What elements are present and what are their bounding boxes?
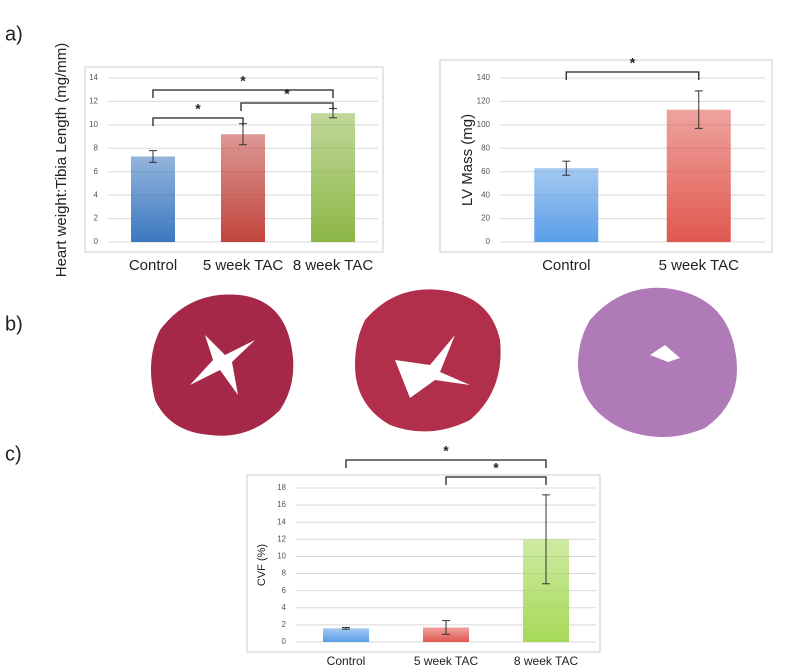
y-tick-label: 0 <box>282 637 287 646</box>
histology-lumen <box>395 335 470 398</box>
y-tick-label: 12 <box>89 97 98 106</box>
y-tick-label: 18 <box>277 483 286 492</box>
y-tick-label: 80 <box>481 143 490 152</box>
significance-label: * <box>284 86 290 102</box>
x-tick-label: 5 week TAC <box>414 654 479 668</box>
error-bar <box>342 626 350 630</box>
chart: 0 20 40 60 80 100 120 140 LV Mass (mg) Control 5 w… <box>439 55 773 274</box>
chart: 0 2 4 6 8 10 12 14 Heart weight:Tibia Length (mg… <box>53 43 384 278</box>
y-axis-label: LV Mass (mg) <box>459 114 476 206</box>
y-tick-label: 14 <box>277 517 286 526</box>
significance-bracket <box>240 102 334 111</box>
x-tick-label: Control <box>129 257 177 274</box>
error-bar <box>562 160 571 176</box>
error-bar <box>542 494 550 585</box>
bar <box>534 168 599 242</box>
significance-bracket <box>152 89 334 98</box>
y-axis-label: CVF (%) <box>256 544 268 586</box>
y-tick-label: 0 <box>486 237 491 246</box>
bar <box>131 156 175 242</box>
bar <box>323 628 369 642</box>
histology-section <box>355 289 501 432</box>
panel-label: c) <box>5 443 22 465</box>
error-bar <box>149 150 157 163</box>
panel-label: b) <box>5 313 23 335</box>
y-tick-label: 16 <box>277 500 286 509</box>
y-axis-label: Heart weight:Tibia Length (mg/mm) <box>53 43 70 278</box>
significance-label: * <box>240 73 246 89</box>
y-tick-label: 6 <box>94 167 99 176</box>
x-tick-label: 5 week TAC <box>203 257 283 274</box>
significance-label: * <box>195 101 201 117</box>
histology-lumen <box>190 335 255 395</box>
y-tick-label: 8 <box>282 569 287 578</box>
panel-label: a) <box>5 23 23 45</box>
x-tick-label: 8 week TAC <box>293 257 373 274</box>
significance-label: * <box>493 460 499 476</box>
histology-images <box>151 287 737 438</box>
x-tick-label: 5 week TAC <box>659 257 739 274</box>
y-tick-label: 4 <box>282 603 287 612</box>
significance-bracket <box>445 476 547 485</box>
bar <box>311 113 355 243</box>
bar <box>221 134 265 242</box>
y-tick-label: 40 <box>481 190 490 199</box>
y-tick-label: 8 <box>94 143 99 152</box>
chart: 0 2 4 6 8 10 12 14 16 18 CVF (%) Control 5 week TAC 8… <box>246 443 601 668</box>
y-tick-label: 12 <box>277 534 286 543</box>
x-tick-label: Control <box>327 654 366 668</box>
histology-section <box>578 287 737 438</box>
y-tick-label: 0 <box>94 237 99 246</box>
x-tick-label: Control <box>542 257 590 274</box>
y-tick-label: 6 <box>282 586 287 595</box>
y-tick-label: 100 <box>477 120 491 129</box>
y-tick-label: 20 <box>481 214 490 223</box>
y-tick-label: 2 <box>94 214 99 223</box>
y-tick-label: 4 <box>94 190 99 199</box>
y-tick-label: 2 <box>282 620 287 629</box>
error-bar <box>442 620 450 635</box>
histology-lumen <box>650 345 680 362</box>
y-tick-label: 10 <box>277 552 286 561</box>
y-tick-label: 14 <box>89 73 98 82</box>
y-tick-label: 120 <box>477 97 491 106</box>
y-tick-label: 10 <box>89 120 98 129</box>
significance-bracket <box>152 117 244 126</box>
y-tick-label: 140 <box>477 73 491 82</box>
bar <box>666 109 731 242</box>
y-tick-label: 60 <box>481 167 490 176</box>
error-bar <box>694 90 703 129</box>
x-tick-label: 8 week TAC <box>514 654 579 668</box>
significance-label: * <box>443 443 449 459</box>
significance-label: * <box>630 55 636 71</box>
significance-bracket <box>565 71 700 80</box>
significance-bracket <box>345 459 547 468</box>
